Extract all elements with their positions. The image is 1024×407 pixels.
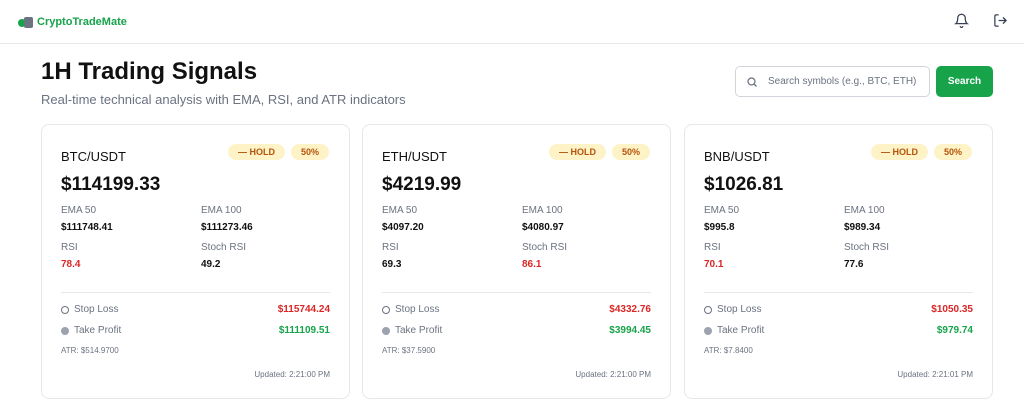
signal-badge: — HOLD xyxy=(227,144,285,160)
search-button[interactable]: Search xyxy=(936,66,993,97)
stoch-rsi-label: Stoch RSI xyxy=(522,242,568,253)
search-icon xyxy=(747,76,757,87)
take-profit-label: Take Profit xyxy=(74,325,122,336)
rsi-value: 69.3 xyxy=(382,259,402,270)
logout-icon[interactable] xyxy=(993,13,1008,28)
ema100-label: EMA 100 xyxy=(844,205,885,216)
signal-card[interactable]: BNB/USDT — HOLD 50% $1026.81 EMA 50 $995.8… xyxy=(684,124,993,399)
rsi-label: RSI xyxy=(704,242,721,253)
rsi-value: 78.4 xyxy=(61,259,81,270)
stop-loss-value: $1050.35 xyxy=(931,304,973,315)
ema50-value: $111748.41 xyxy=(61,222,113,233)
ema100-value: $989.34 xyxy=(844,222,881,233)
logo[interactable]: CryptoTradeMate xyxy=(18,15,127,29)
stoch-rsi-label: Stoch RSI xyxy=(844,242,890,253)
target-icon xyxy=(704,326,712,335)
take-profit-value: $111109.51 xyxy=(278,325,330,336)
stoch-rsi-value: 77.6 xyxy=(844,259,864,270)
divider xyxy=(382,292,651,293)
take-profit-value: $979.74 xyxy=(936,325,973,336)
take-profit-label: Take Profit xyxy=(717,325,765,336)
shield-icon xyxy=(704,305,712,314)
bell-icon[interactable] xyxy=(954,13,969,28)
atr: ATR: $514.9700 xyxy=(61,346,119,355)
ema50-value: $4097.20 xyxy=(382,222,424,233)
rsi-label: RSI xyxy=(382,242,399,253)
symbol: BTC/USDT xyxy=(61,149,126,164)
take-profit-label: Take Profit xyxy=(395,325,443,336)
price: $114199.33 xyxy=(61,174,161,195)
stoch-rsi-value: 49.2 xyxy=(201,259,221,270)
atr: ATR: $7.8400 xyxy=(704,346,753,355)
page-title: 1H Trading Signals xyxy=(41,58,258,85)
take-profit-value: $3994.45 xyxy=(609,325,651,336)
symbol: ETH/USDT xyxy=(382,149,447,164)
page-subtitle: Real-time technical analysis with EMA, R… xyxy=(41,92,406,107)
search-input[interactable] xyxy=(768,76,928,87)
ema50-label: EMA 50 xyxy=(704,205,740,216)
stoch-rsi-label: Stoch RSI xyxy=(201,242,247,253)
rsi-label: RSI xyxy=(61,242,78,253)
stop-loss-label: Stop Loss xyxy=(717,304,762,315)
search-box[interactable] xyxy=(735,66,930,97)
updated-time: Updated: 2:21:00 PM xyxy=(254,370,330,379)
symbol: BNB/USDT xyxy=(704,149,770,164)
confidence-badge: 50% xyxy=(290,144,329,160)
signal-badge: — HOLD xyxy=(870,144,928,160)
stop-loss-value: $115744.24 xyxy=(277,304,330,315)
app-name: CryptoTradeMate xyxy=(37,15,127,28)
ema100-label: EMA 100 xyxy=(522,205,563,216)
stoch-rsi-value: 86.1 xyxy=(522,259,542,270)
confidence-badge: 50% xyxy=(933,144,972,160)
signal-badge: — HOLD xyxy=(548,144,606,160)
rsi-value: 70.1 xyxy=(704,259,724,270)
ema100-value: $111273.46 xyxy=(201,222,253,233)
price: $1026.81 xyxy=(704,174,784,195)
confidence-badge: 50% xyxy=(611,144,650,160)
shield-icon xyxy=(61,305,69,314)
stop-loss-label: Stop Loss xyxy=(74,304,119,315)
updated-time: Updated: 2:21:01 PM xyxy=(897,370,973,379)
shield-icon xyxy=(382,305,390,314)
signal-card[interactable]: BTC/USDT — HOLD 50% $114199.33 EMA 50 $111… xyxy=(41,124,350,399)
ema100-value: $4080.97 xyxy=(522,222,564,233)
top-bar: CryptoTradeMate xyxy=(0,0,1024,44)
divider xyxy=(704,292,973,293)
ema50-value: $995.8 xyxy=(704,222,735,233)
stop-loss-value: $4332.76 xyxy=(609,304,651,315)
atr: ATR: $37.5900 xyxy=(382,346,436,355)
price: $4219.99 xyxy=(382,174,462,195)
updated-time: Updated: 2:21:00 PM xyxy=(575,370,651,379)
signal-card[interactable]: ETH/USDT — HOLD 50% $4219.99 EMA 50 $4097.… xyxy=(362,124,671,399)
target-icon xyxy=(382,326,390,335)
target-icon xyxy=(61,326,69,335)
logo-icon xyxy=(18,15,34,29)
ema50-label: EMA 50 xyxy=(382,205,418,216)
stop-loss-label: Stop Loss xyxy=(395,304,440,315)
ema50-label: EMA 50 xyxy=(61,205,97,216)
ema100-label: EMA 100 xyxy=(201,205,242,216)
divider xyxy=(61,292,330,293)
